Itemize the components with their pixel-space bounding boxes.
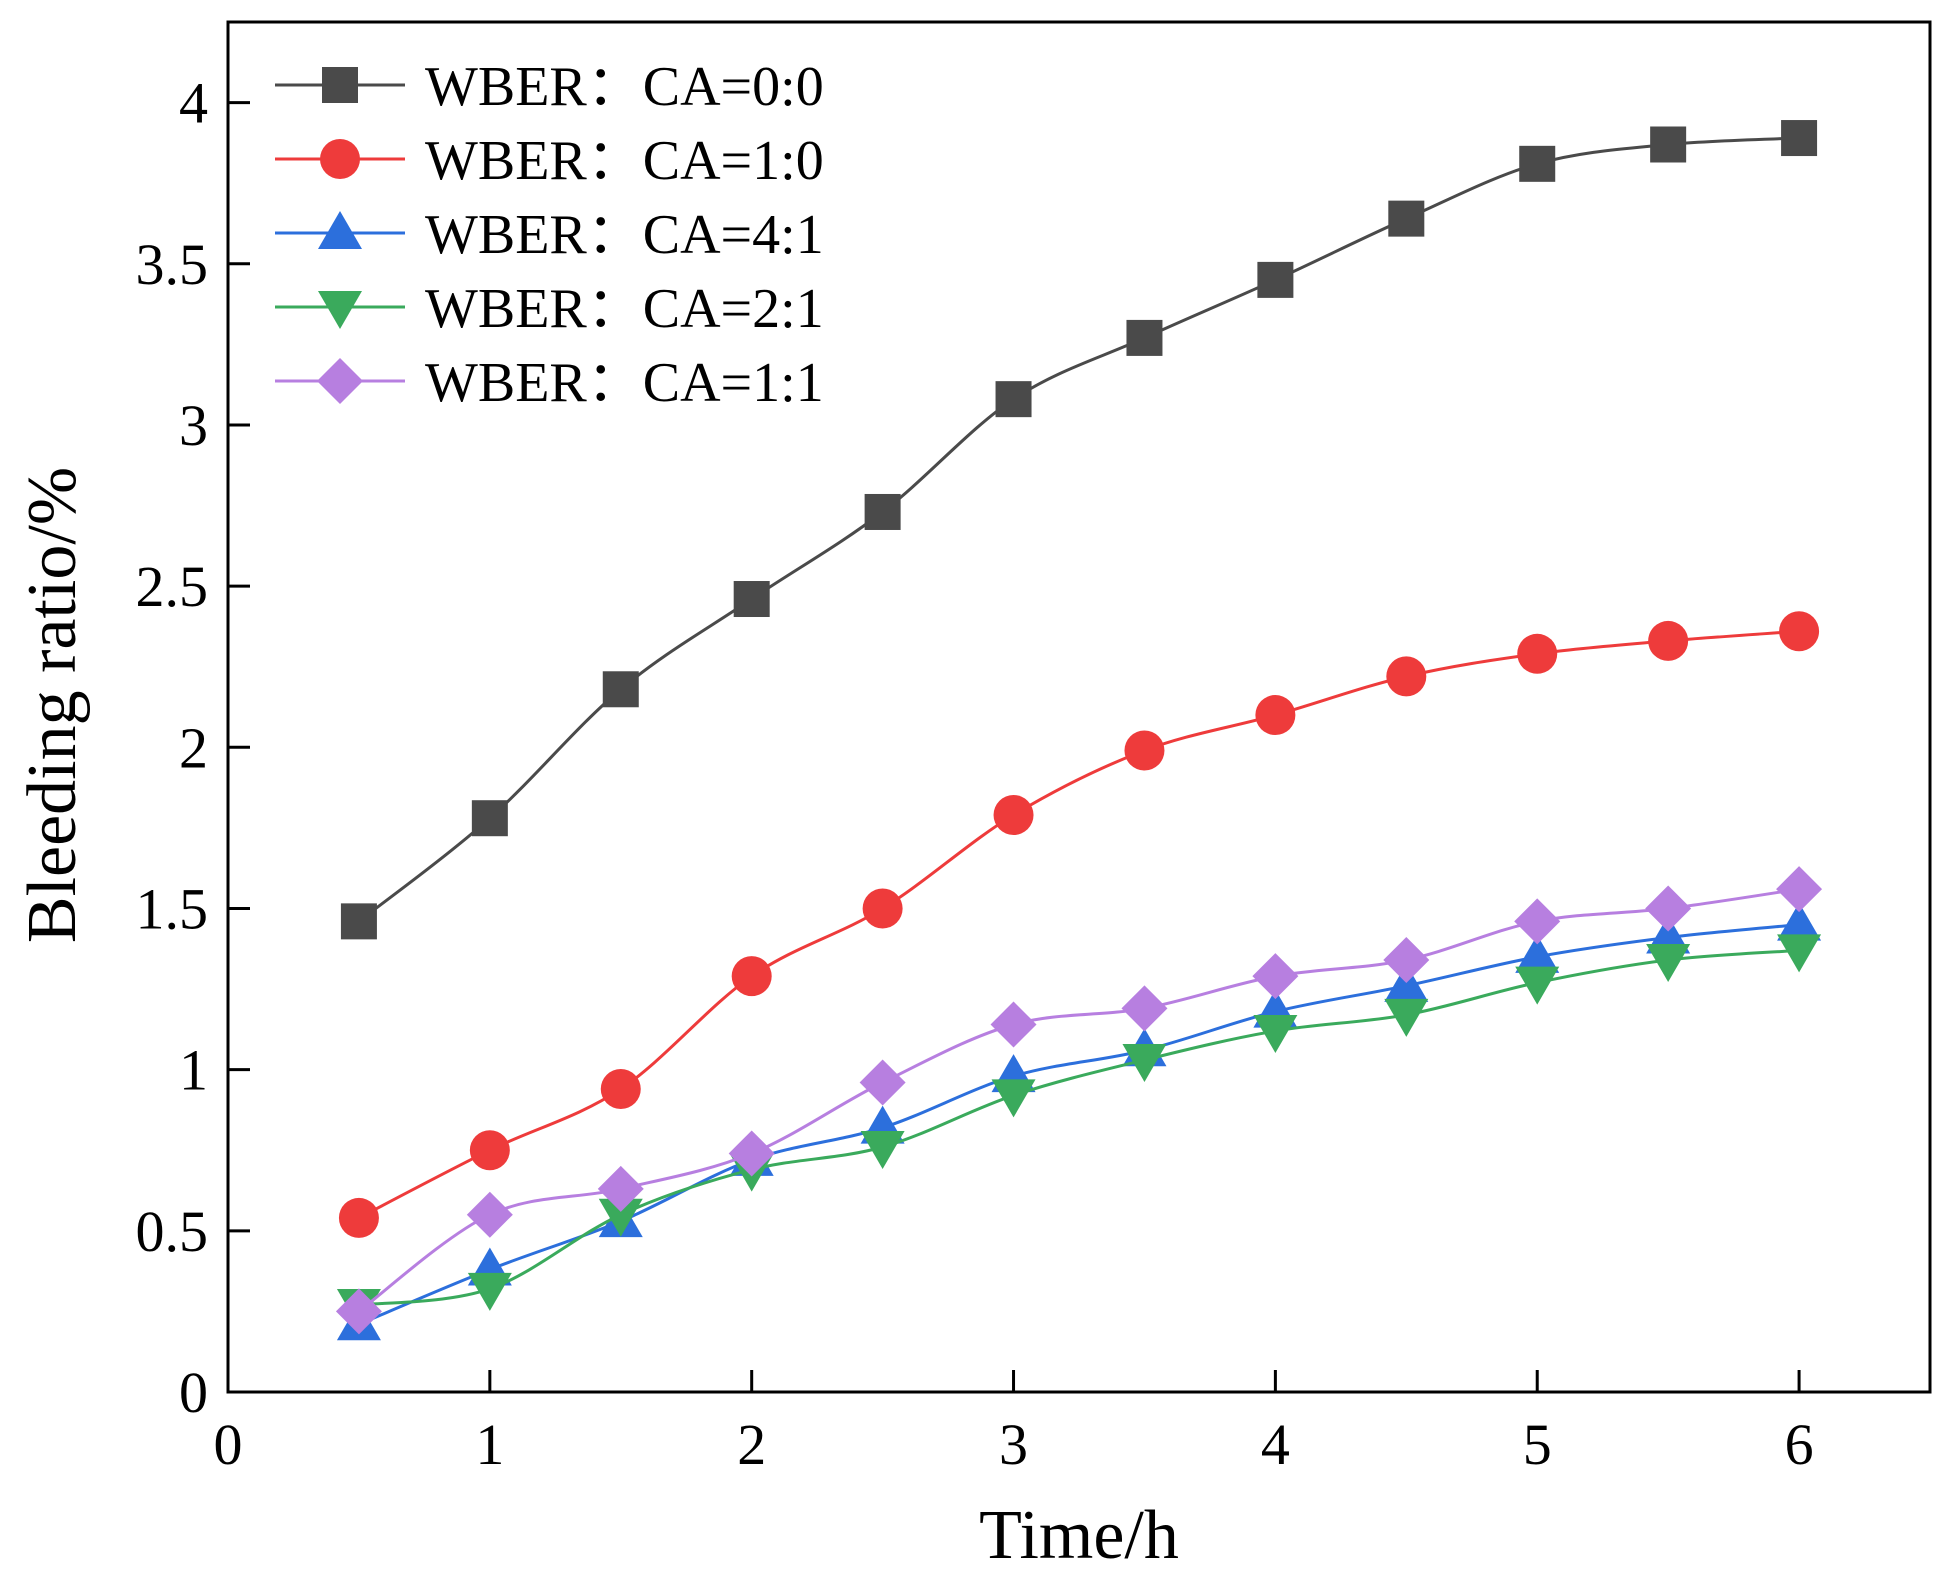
- series-wber-ca-1-0: [338, 611, 1820, 1238]
- y-tick-label: 4: [179, 71, 208, 136]
- y-axis-title: Bleeding ratio/%: [14, 467, 91, 943]
- data-point: [1384, 998, 1429, 1037]
- y-tick-label: 0: [179, 1360, 208, 1425]
- legend-marker: [318, 211, 362, 249]
- data-point: [471, 800, 508, 837]
- legend-marker: [318, 291, 362, 329]
- x-tick-label: 6: [1785, 1412, 1814, 1477]
- data-point: [469, 1130, 510, 1171]
- data-point: [1253, 1014, 1298, 1053]
- legend-item: WBER：CA=0:0: [275, 56, 824, 118]
- data-point: [598, 1198, 643, 1237]
- legend-label: WBER：CA=4:1: [425, 204, 824, 266]
- data-point: [1252, 953, 1299, 1000]
- data-point: [340, 903, 377, 940]
- data-point: [1776, 866, 1823, 913]
- legend-label: WBER：CA=1:0: [425, 130, 824, 192]
- data-point: [860, 1131, 905, 1170]
- x-tick-label: 5: [1523, 1412, 1552, 1477]
- data-point: [1386, 656, 1427, 697]
- data-point: [1257, 261, 1294, 298]
- data-point: [728, 1130, 775, 1177]
- plot-frame: [226, 20, 1932, 1394]
- series-wber-ca-2-1: [336, 934, 1822, 1327]
- x-tick-label: 2: [737, 1412, 766, 1477]
- x-tick-label: 4: [1261, 1412, 1290, 1477]
- x-tick-label: 1: [475, 1412, 504, 1477]
- data-point: [1514, 898, 1561, 945]
- data-point: [467, 1272, 512, 1311]
- y-tick-label: 3: [179, 393, 208, 458]
- data-point: [733, 581, 770, 618]
- data-point: [991, 1079, 1036, 1118]
- series-line: [358, 948, 1800, 1307]
- axes-layer: 0 1 2 3 4 5 6 0 0.5 1 1.5 2 2.5 3 3.5 4: [136, 71, 1814, 1477]
- data-point: [1777, 902, 1822, 941]
- data-point: [1779, 611, 1820, 652]
- data-point: [1124, 730, 1165, 771]
- data-point: [335, 1288, 382, 1335]
- data-point: [1645, 885, 1692, 932]
- y-tick-label: 1: [179, 1038, 208, 1103]
- data-point: [1781, 120, 1818, 157]
- data-point: [1515, 934, 1560, 973]
- data-point: [993, 794, 1034, 835]
- data-point: [1777, 934, 1822, 973]
- data-point: [1519, 145, 1556, 182]
- data-point: [859, 1059, 906, 1106]
- y-tick-label: 0.5: [136, 1199, 209, 1264]
- y-tick-label: 1.5: [136, 876, 209, 941]
- data-point: [1126, 319, 1163, 356]
- data-point: [1650, 126, 1687, 163]
- legend-item: WBER：CA=2:1: [275, 278, 824, 340]
- y-tick-label: 2.5: [136, 554, 209, 619]
- data-point: [466, 1191, 513, 1238]
- series-wber-ca-0-0: [340, 120, 1818, 940]
- legend-item: WBER：CA=1:1: [275, 352, 824, 414]
- data-point: [1122, 1043, 1167, 1082]
- data-point: [1648, 620, 1689, 661]
- series-line: [358, 629, 1800, 1220]
- data-point: [1646, 944, 1691, 983]
- data-point: [1383, 937, 1430, 984]
- legend-marker: [322, 67, 358, 103]
- legend-label: WBER：CA=1:1: [425, 352, 824, 414]
- data-point: [597, 1165, 644, 1212]
- data-point: [338, 1197, 379, 1238]
- data-point: [1517, 633, 1558, 674]
- data-point: [1255, 695, 1296, 736]
- legend-marker: [317, 358, 363, 404]
- x-axis-title: Time/h: [979, 1497, 1179, 1574]
- series-layer: [335, 120, 1823, 1341]
- x-tick-label: 3: [999, 1412, 1028, 1477]
- legend-item: WBER：CA=4:1: [275, 204, 824, 266]
- series-line: [358, 887, 1800, 1313]
- data-point: [1515, 966, 1560, 1005]
- legend-label: WBER：CA=2:1: [425, 278, 824, 340]
- legend-marker: [320, 139, 360, 179]
- series-wber-ca-1-1: [335, 866, 1823, 1335]
- legend: WBER：CA=0:0 WBER：CA=1:0 WBER：CA=4:1 WBER：CA…: [275, 56, 824, 414]
- data-point: [1121, 985, 1168, 1032]
- data-point: [731, 956, 772, 997]
- data-point: [600, 1068, 641, 1109]
- y-tick-label: 3.5: [136, 232, 209, 297]
- data-point: [995, 381, 1032, 418]
- legend-item: WBER：CA=1:0: [275, 130, 824, 192]
- data-point: [1646, 915, 1691, 954]
- data-point: [862, 888, 903, 929]
- data-point: [990, 1001, 1037, 1048]
- data-point: [1388, 200, 1425, 237]
- y-tick-label: 2: [179, 715, 208, 780]
- data-point: [602, 671, 639, 708]
- series-line: [358, 923, 1800, 1326]
- x-tick-label: 0: [214, 1412, 243, 1477]
- data-point: [864, 493, 901, 530]
- legend-label: WBER：CA=0:0: [425, 56, 824, 118]
